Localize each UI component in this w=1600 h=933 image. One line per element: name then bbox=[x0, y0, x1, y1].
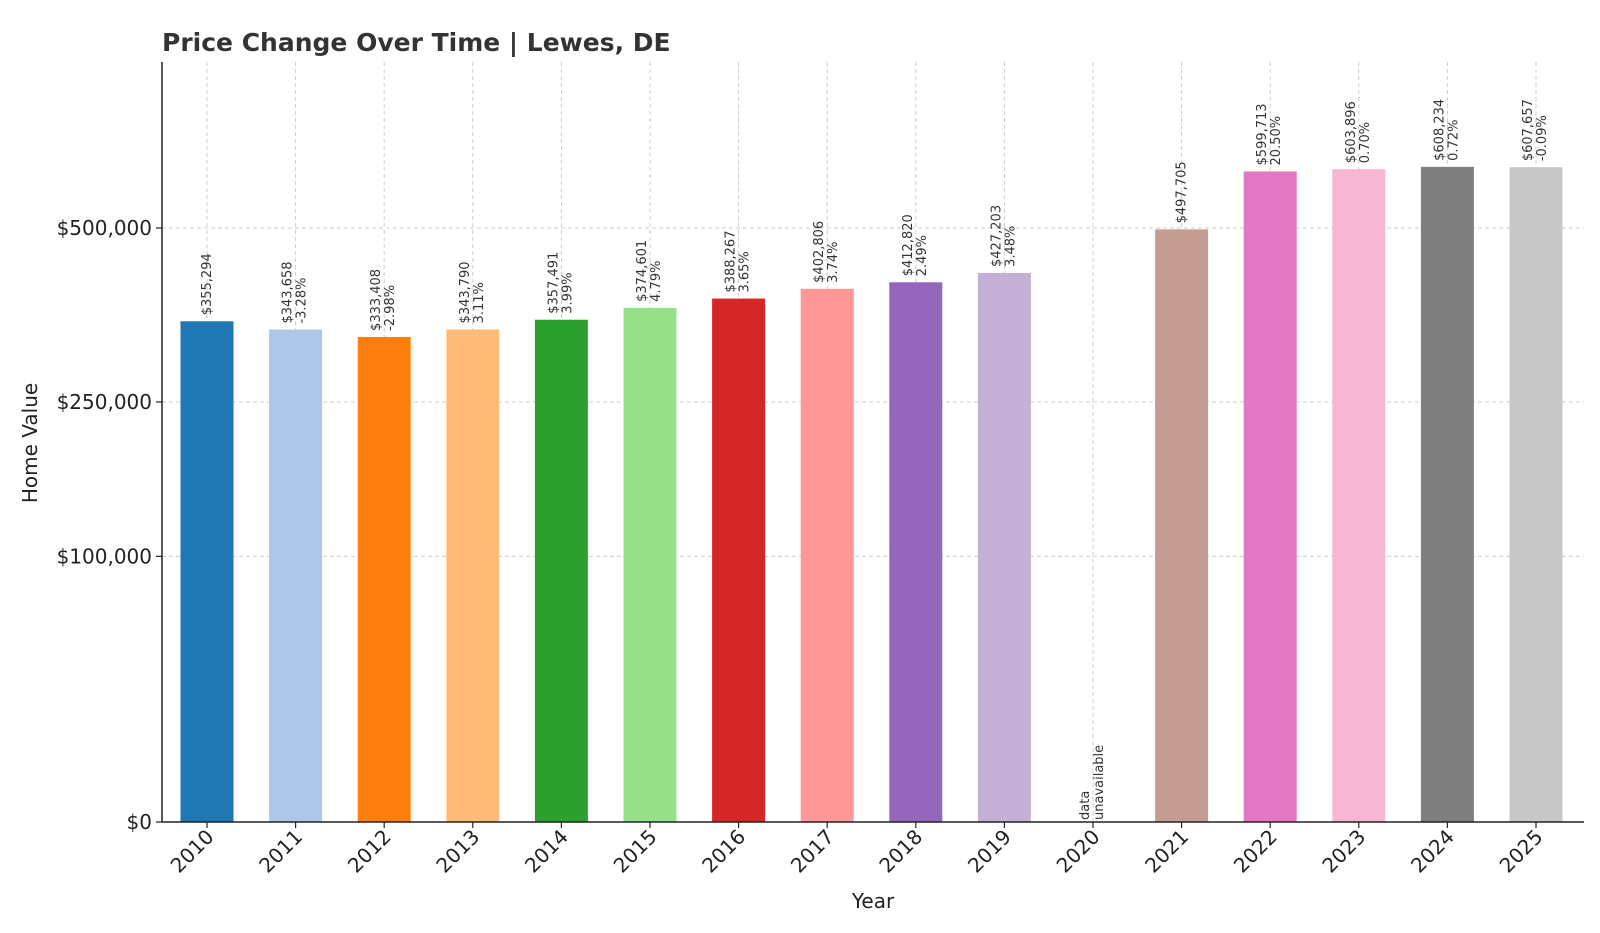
bar-value-label: data bbox=[1078, 791, 1093, 820]
bar-2010 bbox=[180, 321, 234, 822]
x-tick-label-2021: 2021 bbox=[1140, 825, 1193, 878]
bar-value-label: $603,896 bbox=[1344, 101, 1359, 163]
bar-2014 bbox=[534, 319, 588, 822]
x-tick-label-2017: 2017 bbox=[786, 825, 839, 878]
x-tick-label-2020: 2020 bbox=[1052, 825, 1105, 878]
bar-change-label: 4.79% bbox=[649, 261, 664, 302]
x-tick-label-2016: 2016 bbox=[697, 825, 750, 878]
bar-label-2018: $412,820 2.49% bbox=[901, 214, 930, 276]
bar-label-2024: $608,234 0.72% bbox=[1432, 99, 1461, 161]
x-tick-label-2010: 2010 bbox=[166, 825, 219, 878]
bar-value-label: $374,601 bbox=[635, 240, 650, 302]
bar-value-label: $599,713 bbox=[1255, 103, 1270, 165]
chart-title: Price Change Over Time | Lewes, DE bbox=[162, 28, 671, 57]
bar-label-2011: $343,658 -3.28% bbox=[281, 262, 310, 324]
bar-label-2023: $603,896 0.70% bbox=[1344, 101, 1373, 163]
bar-2023 bbox=[1332, 169, 1386, 823]
bar-label-2015: $374,601 4.79% bbox=[635, 240, 664, 302]
bar-value-label: $333,408 bbox=[369, 269, 384, 331]
bar-value-label: $607,657 bbox=[1521, 99, 1536, 161]
y-tick-label: $100,000 bbox=[57, 544, 152, 568]
bar-label-2020: data unavailable bbox=[1078, 745, 1107, 820]
bar-labels-layer: $355,294 $343,658 -3.28% $333,408 -2.98% $343… bbox=[200, 99, 1550, 820]
bar-value-label: $357,491 bbox=[546, 252, 561, 314]
bars-layer bbox=[180, 166, 1563, 823]
x-tick-label-2012: 2012 bbox=[343, 825, 396, 878]
bar-2025 bbox=[1509, 167, 1563, 822]
x-tick-label-2011: 2011 bbox=[254, 825, 307, 878]
y-tick-label: $250,000 bbox=[57, 390, 152, 414]
bar-2019 bbox=[977, 272, 1031, 822]
bar-value-label: $427,203 bbox=[989, 205, 1004, 267]
bar-change-label: 0.70% bbox=[1358, 122, 1373, 163]
bar-label-2010: $355,294 bbox=[200, 253, 215, 315]
x-tick-label-2023: 2023 bbox=[1317, 825, 1370, 878]
bar-2018 bbox=[889, 282, 943, 822]
bar-label-2014: $357,491 3.99% bbox=[546, 252, 575, 314]
x-tick-label-2018: 2018 bbox=[874, 825, 927, 878]
bar-2012 bbox=[357, 336, 411, 822]
bar-value-label: $388,267 bbox=[724, 231, 739, 293]
bar-change-label: 2.49% bbox=[915, 235, 930, 276]
y-ticks-layer: $0 $100,000 $250,000 $500,000 bbox=[57, 216, 162, 834]
bar-label-2021: $497,705 bbox=[1175, 161, 1190, 223]
bar-label-2012: $333,408 -2.98% bbox=[369, 269, 398, 331]
bar-change-label: 3.11% bbox=[472, 282, 487, 323]
bar-change-label: -3.28% bbox=[295, 278, 310, 324]
bar-value-label: $497,705 bbox=[1175, 161, 1190, 223]
x-tick-label-2015: 2015 bbox=[609, 825, 662, 878]
bar-2017 bbox=[800, 288, 854, 823]
bar-change-label: 3.74% bbox=[826, 242, 841, 283]
bar-2015 bbox=[623, 307, 677, 823]
bar-2021 bbox=[1155, 229, 1209, 822]
bar-value-label: $412,820 bbox=[901, 214, 916, 276]
bar-2024 bbox=[1420, 166, 1474, 823]
y-tick-label: $0 bbox=[127, 810, 152, 834]
x-ticks-layer: 2010 2011 2012 2013 2014 2015 2016 2017 2018 2019… bbox=[166, 822, 1548, 878]
bar-value-label: $343,790 bbox=[458, 261, 473, 323]
x-tick-label-2014: 2014 bbox=[520, 825, 573, 878]
bar-change-label: 3.48% bbox=[1003, 226, 1018, 267]
bar-2016 bbox=[712, 298, 766, 822]
bar-change-label: 3.99% bbox=[560, 272, 575, 313]
y-axis-label: Home Value bbox=[18, 383, 42, 503]
bar-change-label: unavailable bbox=[1092, 745, 1107, 820]
bar-label-2019: $427,203 3.48% bbox=[989, 205, 1018, 267]
x-axis-label: Year bbox=[851, 889, 895, 913]
bar-value-label: $343,658 bbox=[281, 262, 296, 324]
bar-change-label: 20.50% bbox=[1269, 116, 1284, 166]
bar-change-label: -2.98% bbox=[383, 285, 398, 331]
bar-value-label: $402,806 bbox=[812, 221, 827, 283]
bar-2013 bbox=[446, 329, 500, 822]
bar-label-2017: $402,806 3.74% bbox=[812, 221, 841, 283]
y-tick-label: $500,000 bbox=[57, 216, 152, 240]
x-tick-label-2022: 2022 bbox=[1229, 825, 1282, 878]
bar-label-2016: $388,267 3.65% bbox=[724, 231, 753, 293]
bar-change-label: 3.65% bbox=[738, 251, 753, 292]
x-tick-label-2025: 2025 bbox=[1495, 825, 1548, 878]
bar-value-label: $355,294 bbox=[200, 253, 215, 315]
bar-2011 bbox=[269, 329, 323, 822]
bar-2022 bbox=[1243, 171, 1297, 822]
x-tick-label-2024: 2024 bbox=[1406, 825, 1459, 878]
x-tick-label-2019: 2019 bbox=[963, 825, 1016, 878]
bar-value-label: $608,234 bbox=[1432, 99, 1447, 161]
bar-label-2025: $607,657 -0.09% bbox=[1521, 99, 1550, 161]
bar-label-2013: $343,790 3.11% bbox=[458, 261, 487, 323]
bar-change-label: 0.72% bbox=[1446, 120, 1461, 161]
x-tick-label-2013: 2013 bbox=[431, 825, 484, 878]
bar-change-label: -0.09% bbox=[1535, 115, 1550, 161]
bar-label-2022: $599,713 20.50% bbox=[1255, 103, 1284, 165]
